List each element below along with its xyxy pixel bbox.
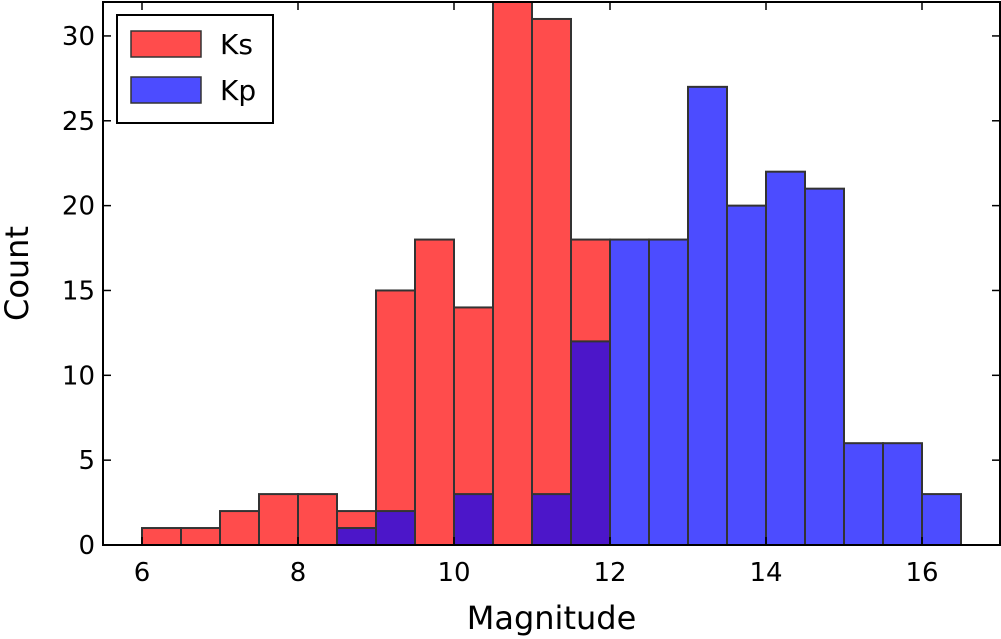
bar-ks-3 <box>258 493 299 546</box>
plot-frame <box>102 1 1001 546</box>
y-tick-label: 0 <box>78 531 95 561</box>
bar-kp-20 <box>921 493 962 546</box>
bar-kp-13 <box>648 238 689 546</box>
bar-ks-0 <box>141 527 182 546</box>
y-axis-label: Count <box>0 226 36 321</box>
y-tick-label: 15 <box>62 276 95 306</box>
x-tick-label: 12 <box>593 558 626 588</box>
x-tick-label: 14 <box>749 558 782 588</box>
y-tick-label: 20 <box>62 192 95 222</box>
bar-kp-8 <box>453 493 494 546</box>
bar-kp-18 <box>843 442 884 546</box>
bar-ks-4 <box>297 493 338 546</box>
legend-label-ks: Ks <box>220 28 253 61</box>
bar-ks-6 <box>375 289 416 546</box>
bar-kp-14 <box>687 85 728 546</box>
bar-kp-17 <box>804 187 845 546</box>
bar-ks-9 <box>492 1 533 546</box>
bar-kp-12 <box>609 238 650 546</box>
ticks-layer: 6 8 10 12 14 16 0 5 10 15 20 25 30 <box>62 2 1000 588</box>
bar-kp-11 <box>570 340 611 546</box>
legend-label-kp: Kp <box>220 74 256 107</box>
bar-kp-19 <box>882 442 923 546</box>
legend-swatch-kp <box>130 76 202 104</box>
bar-ks-2 <box>219 510 260 546</box>
legend-swatch-ks <box>130 30 202 58</box>
y-tick-label: 25 <box>62 107 95 137</box>
x-tick-label: 6 <box>134 558 151 588</box>
bar-kp-5 <box>336 527 377 546</box>
legend: Ks Kp <box>116 14 274 124</box>
bar-ks-10 <box>531 17 572 546</box>
x-tick-label: 10 <box>437 558 470 588</box>
y-tick-label: 5 <box>78 446 95 476</box>
bar-ks-1 <box>180 527 221 546</box>
bar-kp-15 <box>726 204 767 546</box>
bar-kp-16 <box>765 170 806 546</box>
bar-kp-6 <box>375 510 416 546</box>
bar-ks-7 <box>414 238 455 546</box>
x-tick-label: 16 <box>905 558 938 588</box>
y-tick-label: 30 <box>62 22 95 52</box>
x-tick-label: 8 <box>290 558 307 588</box>
x-axis-label: Magnitude <box>467 599 637 637</box>
bars-layer <box>141 1 962 546</box>
y-tick-label: 10 <box>62 361 95 391</box>
bar-kp-10 <box>531 493 572 546</box>
